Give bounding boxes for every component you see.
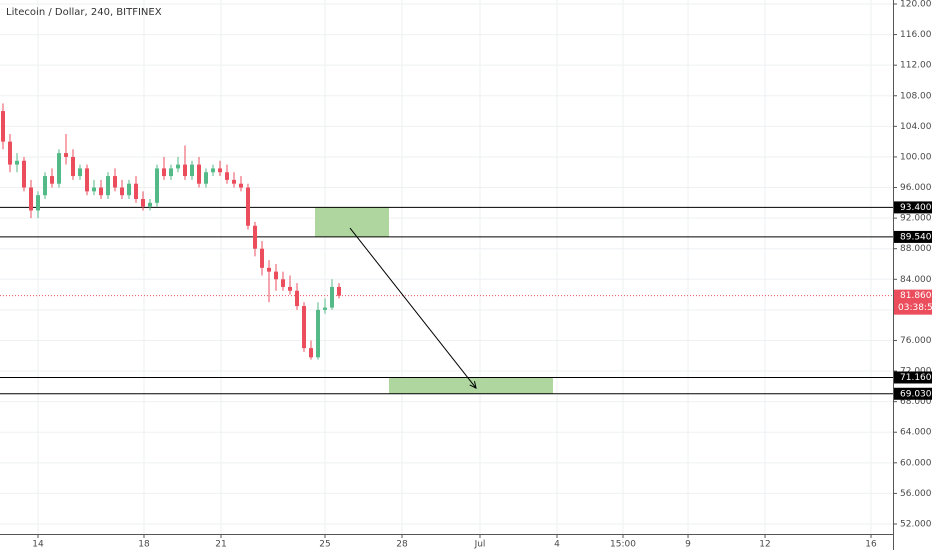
level-label: 93.400 bbox=[900, 203, 932, 213]
candle-body bbox=[246, 187, 251, 226]
candle-body bbox=[155, 168, 160, 203]
candle-body bbox=[316, 309, 321, 358]
candle-body bbox=[337, 286, 342, 296]
candle-body bbox=[36, 195, 41, 211]
candle-body bbox=[330, 286, 335, 308]
level-label-bg bbox=[894, 230, 932, 243]
arrow bbox=[349, 227, 477, 389]
candle-body bbox=[204, 172, 209, 184]
x-tick-label: Jul bbox=[474, 540, 486, 550]
candle-body bbox=[323, 307, 328, 310]
y-tick-label: 116.000 bbox=[900, 30, 932, 40]
candle-body bbox=[43, 176, 48, 196]
level-label-bg bbox=[894, 201, 932, 214]
x-tick-label: 15:00 bbox=[610, 540, 636, 550]
countdown-label: 03:38:58 bbox=[898, 303, 932, 313]
x-tick-label: 12 bbox=[759, 540, 770, 550]
candle-body bbox=[239, 183, 244, 188]
candle-body bbox=[50, 176, 55, 184]
level-label: 69.030 bbox=[900, 389, 932, 399]
y-tick-label: 76.000 bbox=[900, 336, 932, 346]
candle-body bbox=[267, 267, 272, 272]
candle-body bbox=[288, 286, 293, 291]
x-tick-label: 14 bbox=[32, 540, 44, 550]
x-tick-label: 9 bbox=[685, 540, 691, 550]
candle-body bbox=[309, 348, 314, 358]
candle-body bbox=[141, 199, 146, 207]
last-price-label-bg bbox=[894, 289, 932, 315]
x-tick-label: 16 bbox=[865, 540, 877, 550]
candle-body bbox=[113, 176, 118, 188]
candle-body bbox=[22, 160, 27, 188]
x-tick-label: 25 bbox=[319, 540, 330, 550]
candle-body bbox=[120, 187, 125, 196]
candle-body bbox=[29, 187, 34, 211]
candle-body bbox=[176, 164, 181, 169]
y-tick-label: 56.000 bbox=[900, 489, 932, 499]
x-tick-label: 21 bbox=[215, 540, 226, 550]
candle-body bbox=[169, 168, 174, 177]
y-tick-label: 112.000 bbox=[900, 61, 932, 71]
candle-body bbox=[218, 168, 223, 173]
candle-body bbox=[183, 164, 188, 177]
price-axis-bg bbox=[893, 0, 932, 550]
candle-body bbox=[274, 271, 279, 280]
y-tick-label: 108.000 bbox=[900, 91, 932, 101]
y-tick-label: 88.000 bbox=[900, 244, 932, 254]
last-price-label: 81.860 bbox=[900, 291, 932, 301]
chart-title: Litecoin / Dollar, 240, BITFINEX bbox=[6, 7, 162, 18]
y-tick-label: 100.000 bbox=[900, 152, 932, 162]
candle-body bbox=[134, 183, 139, 199]
level-label-bg bbox=[894, 371, 932, 384]
candle-body bbox=[71, 156, 76, 177]
candle-body bbox=[190, 164, 195, 177]
candle-body bbox=[64, 153, 69, 157]
candle-body bbox=[8, 141, 13, 165]
candle-body bbox=[148, 202, 153, 207]
candle-body bbox=[1, 111, 6, 142]
y-tick-label: 120.000 bbox=[900, 0, 932, 10]
candle-body bbox=[295, 290, 300, 307]
x-tick-label: 18 bbox=[138, 540, 150, 550]
y-tick-label: 96.000 bbox=[900, 183, 932, 193]
candle-body bbox=[232, 179, 237, 184]
candle-body bbox=[57, 153, 62, 184]
y-tick-label: 92.000 bbox=[900, 214, 932, 224]
candle-body bbox=[281, 279, 286, 287]
level-label-bg bbox=[894, 387, 932, 400]
level-label: 71.160 bbox=[900, 373, 932, 383]
y-tick-label: 68.000 bbox=[900, 397, 932, 407]
level-label: 89.540 bbox=[900, 232, 932, 242]
arrow-head bbox=[469, 381, 477, 389]
candle-body bbox=[162, 168, 167, 177]
y-tick-label: 84.000 bbox=[900, 275, 932, 285]
candle-body bbox=[225, 172, 230, 180]
y-tick-label: 52.000 bbox=[900, 520, 932, 530]
candle-body bbox=[85, 168, 90, 192]
y-tick-label: 104.000 bbox=[900, 122, 932, 132]
candle-body bbox=[211, 168, 216, 173]
x-tick-label: 28 bbox=[396, 540, 408, 550]
y-tick-label: 64.000 bbox=[900, 428, 932, 438]
candle-body bbox=[106, 176, 111, 196]
candle-body bbox=[15, 160, 20, 165]
candle-body bbox=[92, 187, 97, 192]
zone bbox=[315, 207, 389, 237]
candle-body bbox=[302, 306, 307, 349]
x-tick-label: 4 bbox=[554, 540, 560, 550]
candle-body bbox=[78, 168, 83, 177]
time-axis-bg bbox=[0, 534, 893, 550]
candle-body bbox=[197, 164, 202, 184]
candle-body bbox=[99, 187, 104, 196]
candle-body bbox=[253, 225, 258, 249]
candle-body bbox=[127, 183, 132, 196]
candle-body bbox=[260, 248, 265, 268]
y-tick-label: 60.000 bbox=[900, 458, 932, 468]
